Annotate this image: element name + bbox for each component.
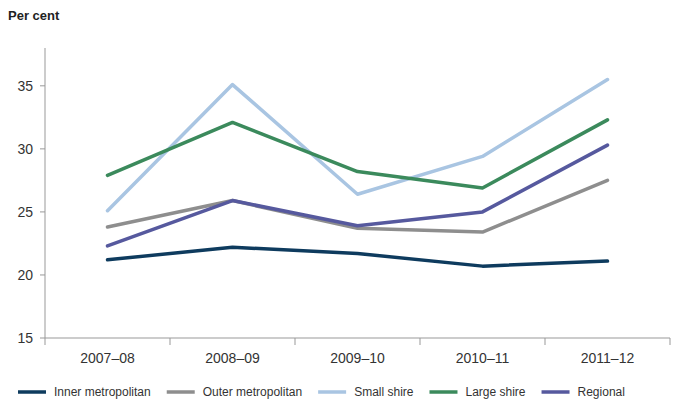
y-tick xyxy=(40,85,45,86)
x-separator xyxy=(45,338,46,345)
x-tick-label: 2009–10 xyxy=(330,350,385,366)
legend-label: Regional xyxy=(578,385,625,399)
y-axis-line xyxy=(45,48,46,338)
y-tick-label: 30 xyxy=(17,141,33,157)
plot-area xyxy=(108,80,608,267)
x-separator xyxy=(170,338,171,345)
legend-label: Large shire xyxy=(465,385,525,399)
y-axis-label: Per cent xyxy=(8,8,60,23)
x-tick-label: 2008–09 xyxy=(205,350,260,366)
y-tick xyxy=(40,274,45,275)
y-tick xyxy=(40,211,45,212)
x-tick-label: 2011–12 xyxy=(581,350,635,366)
series-line xyxy=(108,80,608,211)
x-separator xyxy=(670,338,671,345)
legend-label: Small shire xyxy=(354,385,414,399)
x-separator xyxy=(545,338,546,345)
x-axis-line xyxy=(45,338,670,339)
y-tick xyxy=(40,148,45,149)
legend-swatch xyxy=(167,390,195,394)
legend-swatch xyxy=(318,390,346,394)
series-line xyxy=(108,145,608,246)
series-line xyxy=(108,120,608,188)
y-tick-label: 35 xyxy=(17,78,33,94)
x-separator xyxy=(420,338,421,345)
y-tick-label: 20 xyxy=(17,267,33,283)
y-tick xyxy=(40,338,45,339)
legend-label: Outer metropolitan xyxy=(203,385,302,399)
y-tick-label: 25 xyxy=(17,204,33,220)
legend-swatch xyxy=(429,390,457,394)
legend-swatch xyxy=(18,390,46,394)
y-tick-label: 15 xyxy=(17,330,33,346)
x-tick-label: 2007–08 xyxy=(80,350,135,366)
legend-swatch xyxy=(542,390,570,394)
chart: Per cent 15 20 25 30 35 2007–08 2008–09 2009–10 2… xyxy=(0,0,694,409)
x-tick-label: 2010–11 xyxy=(456,350,510,366)
x-separator xyxy=(295,338,296,345)
legend-label: Inner metropolitan xyxy=(54,385,151,399)
series-line xyxy=(108,247,608,266)
